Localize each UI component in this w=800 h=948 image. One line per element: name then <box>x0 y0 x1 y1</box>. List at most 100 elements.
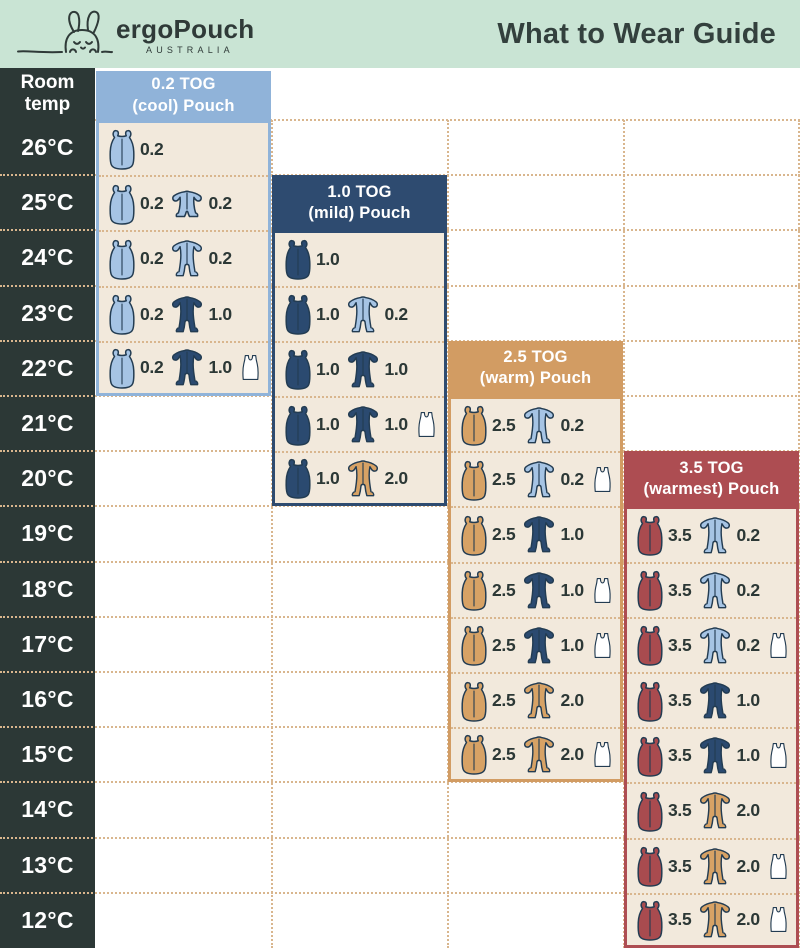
outfit-item: 2.0 <box>521 681 584 720</box>
outfit-item: 3.5 <box>635 624 692 667</box>
tog-value: 2.5 <box>492 743 516 764</box>
outfit-item: 2.5 <box>459 624 516 667</box>
tog-value: 3.5 <box>668 800 692 821</box>
grid-row-line <box>0 615 800 618</box>
pouch-icon <box>635 514 665 557</box>
tog-value: 1.0 <box>560 524 584 545</box>
outfit-item: 2.0 <box>345 459 408 498</box>
temp-label-18C: 18°C <box>21 575 74 602</box>
tog-panel-body-3.5: 3.5 0.2 3.5 0.2 3.5 0.2 3.5 1.0 3.5 1.0 3.5 2.0 3.5 2… <box>624 506 799 948</box>
outfit-item: 3.5 <box>635 899 692 941</box>
outfit-item: 0.2 <box>107 238 164 280</box>
romper-icon <box>169 189 205 219</box>
outfit-item <box>768 632 789 659</box>
guide-row-3.5-14C: 3.5 2.0 <box>627 782 796 837</box>
tog-panel-body-2.5: 2.5 0.2 2.5 0.2 2.5 1.0 2.5 1.0 2.5 1.0 2.5 2.0 2.5 2… <box>448 396 623 783</box>
outfit-item: 2.5 <box>459 459 516 501</box>
singlet-icon <box>768 632 789 659</box>
panel-title-line2: (warm) Pouch <box>479 369 592 388</box>
tog-value: 1.0 <box>316 303 340 324</box>
tog-value: 1.0 <box>384 414 408 435</box>
brand-subtitle: AUSTRALIA <box>146 44 234 55</box>
singlet-icon <box>592 632 613 659</box>
guide-row-2.5-15C: 2.5 2.0 <box>451 727 620 779</box>
suit-icon <box>697 516 733 555</box>
suit-icon <box>169 348 205 387</box>
temp-label-24C: 24°C <box>21 244 74 271</box>
outfit-item: 0.2 <box>169 239 232 278</box>
tog-value: 1.0 <box>736 690 760 711</box>
guide-row-1.0-22C: 1.0 1.0 <box>275 340 444 396</box>
tog-value: 0.2 <box>140 193 164 214</box>
panel-title-line1: 1.0 TOG <box>327 182 392 201</box>
outfit-item <box>416 411 437 438</box>
outfit-item: 1.0 <box>283 293 340 335</box>
singlet-icon <box>592 466 613 493</box>
outfit-item: 3.5 <box>635 680 692 722</box>
outfit-item <box>592 577 613 604</box>
guide-row-0.2-23C: 0.2 1.0 <box>99 285 268 341</box>
pouch-icon <box>635 624 665 667</box>
pouch-icon <box>107 347 137 389</box>
tog-value: 2.0 <box>560 690 584 711</box>
guide-row-2.5-20C: 2.5 0.2 <box>451 451 620 506</box>
singlet-icon <box>240 354 261 381</box>
temp-label-26C: 26°C <box>21 134 74 161</box>
grid-row-line <box>0 726 800 729</box>
pouch-icon <box>283 348 313 391</box>
brand: ergoPouch AUSTRALIA <box>14 9 255 59</box>
outfit-item: 3.5 <box>635 735 692 777</box>
brand-text: ergoPouch AUSTRALIA <box>116 16 255 55</box>
outfit-item: 2.5 <box>459 569 516 611</box>
tog-value: 2.0 <box>384 467 408 488</box>
tog-value: 2.5 <box>492 469 516 490</box>
pouch-icon <box>107 238 137 280</box>
temp-label-13C: 13°C <box>21 851 74 878</box>
temp-label-12C: 12°C <box>21 906 74 933</box>
pouch-icon <box>459 404 489 446</box>
tog-value: 0.2 <box>140 357 164 378</box>
outfit-item: 1.0 <box>521 626 584 665</box>
guide-row-1.0-21C: 1.0 1.0 <box>275 395 444 451</box>
tog-value: 2.0 <box>560 743 584 764</box>
outfit-item: 0.2 <box>521 406 584 445</box>
singlet-icon <box>592 741 613 768</box>
outfit-item <box>768 906 789 933</box>
guide-row-0.2-25C: 0.2 0.2 <box>99 175 268 230</box>
pouch-icon <box>459 514 489 556</box>
outfit-item <box>592 741 613 768</box>
tog-value: 0.2 <box>560 469 584 490</box>
tog-value: 3.5 <box>668 745 692 766</box>
tog-value: 1.0 <box>316 248 340 269</box>
tog-value: 1.0 <box>208 357 232 378</box>
outfit-item: 2.0 <box>697 847 760 886</box>
outfit-item: 0.2 <box>697 571 760 610</box>
grid-column-line <box>798 120 800 948</box>
outfit-item: 3.5 <box>635 790 692 832</box>
outfit-item: 0.2 <box>697 626 760 665</box>
outfit-item: 0.2 <box>697 516 760 555</box>
pouch-icon <box>459 680 489 722</box>
guide-row-0.2-26C: 0.2 <box>99 123 268 175</box>
pouch-icon <box>283 293 313 335</box>
tog-value: 0.2 <box>208 193 232 214</box>
outfit-item: 2.5 <box>459 404 516 446</box>
pouch-icon <box>635 790 665 832</box>
tog-value: 3.5 <box>668 909 692 930</box>
grid-row-line <box>0 781 800 784</box>
outfit-item: 1.0 <box>345 405 408 444</box>
tog-value: 1.0 <box>208 303 232 324</box>
tog-value: 0.2 <box>736 579 760 600</box>
temp-label-16C: 16°C <box>21 686 74 713</box>
guide-row-2.5-21C: 2.5 0.2 <box>451 399 620 451</box>
outfit-item: 2.0 <box>521 735 584 774</box>
guide-row-3.5-19C: 3.5 0.2 <box>627 509 796 561</box>
grid-row-line <box>0 836 800 839</box>
outfit-item: 1.0 <box>283 457 340 499</box>
outfit-item: 1.0 <box>697 736 760 775</box>
pouch-icon <box>459 569 489 611</box>
suit-icon <box>345 459 381 498</box>
suit-icon <box>521 735 557 774</box>
outfit-item: 1.0 <box>169 295 232 334</box>
